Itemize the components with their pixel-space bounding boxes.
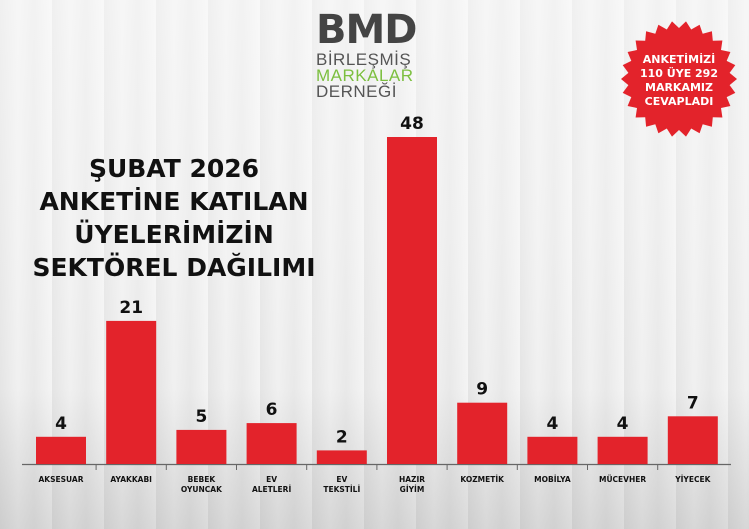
logo-line-1: BİRLEŞMİŞ	[316, 50, 412, 69]
bar-6	[387, 137, 437, 464]
data-label-5: 2	[336, 427, 348, 447]
category-label-6-line-2: GİYİM	[400, 485, 425, 494]
title-line-4: SEKTÖREL DAĞILIMI	[32, 253, 316, 282]
category-label-3-line-2: OYUNCAK	[181, 485, 223, 494]
category-label-6-line-1: HAZIR	[399, 475, 425, 484]
survey-badge: ANKETİMİZİ 110 ÜYE 292 MARKAMIZ CEVAPLAD…	[620, 20, 738, 138]
data-label-9: 4	[617, 414, 629, 434]
data-label-4: 6	[266, 400, 278, 420]
bar-8	[527, 436, 578, 465]
data-label-2: 21	[119, 298, 143, 318]
data-label-10: 7	[687, 393, 699, 413]
category-label-2-line-1: AYAKKABI	[110, 475, 152, 484]
category-label-5-line-1: EV	[336, 475, 347, 484]
title-line-1: ŞUBAT 2026	[88, 154, 260, 183]
badge-starburst-icon	[621, 21, 737, 137]
badge-line-3: MARKAMIZ	[645, 81, 713, 94]
logo-line-3: DERNEĞİ	[316, 82, 397, 101]
category-label-10-line-1: YİYECEK	[674, 475, 711, 484]
bar-4	[246, 423, 297, 464]
bar-5	[316, 450, 367, 464]
data-label-6: 48	[400, 114, 424, 134]
logo-mark: BMD	[316, 7, 418, 53]
category-label-4-line-2: ALETLERİ	[252, 485, 292, 494]
badge-line-1: ANKETİMİZİ	[642, 53, 716, 66]
bar-9	[597, 436, 648, 465]
bmd-logo: BMD BİRLEŞMİŞ MARKALAR DERNEĞİ	[316, 8, 446, 100]
bar-2	[106, 320, 157, 464]
title-line-3: ÜYELERİMİZİN	[74, 220, 274, 249]
category-label-1-line-1: AKSESUAR	[39, 475, 84, 484]
category-label-8-line-1: MOBİLYA	[534, 475, 571, 484]
category-label-4-line-1: EV	[266, 475, 277, 484]
title-line-2: ANKETİNE KATILAN	[39, 187, 309, 216]
category-label-5-line-2: TEKSTİLİ	[323, 485, 360, 494]
category-label-3-line-1: BEBEK	[188, 475, 217, 484]
bar-7	[457, 402, 508, 464]
bar-1	[36, 436, 86, 465]
data-label-3: 5	[195, 407, 207, 427]
badge-line-4: CEVAPLADI	[644, 95, 714, 108]
bar-3	[176, 429, 227, 464]
data-label-7: 9	[476, 380, 488, 400]
logo-line-2: MARKALAR	[316, 66, 414, 85]
badge-line-2: 110 ÜYE 292	[640, 67, 718, 80]
badge-text: ANKETİMİZİ 110 ÜYE 292 MARKAMIZ CEVAPLAD…	[620, 53, 738, 109]
bar-10	[667, 416, 718, 464]
chart-title: ŞUBAT 2026 ANKETİNE KATILAN ÜYELERİMİZİN…	[14, 152, 334, 284]
category-label-9-line-1: MÜCEVHER	[599, 475, 646, 484]
data-label-8: 4	[546, 414, 558, 434]
data-label-1: 4	[55, 414, 67, 434]
category-label-7-line-1: KOZMETİK	[460, 475, 505, 484]
